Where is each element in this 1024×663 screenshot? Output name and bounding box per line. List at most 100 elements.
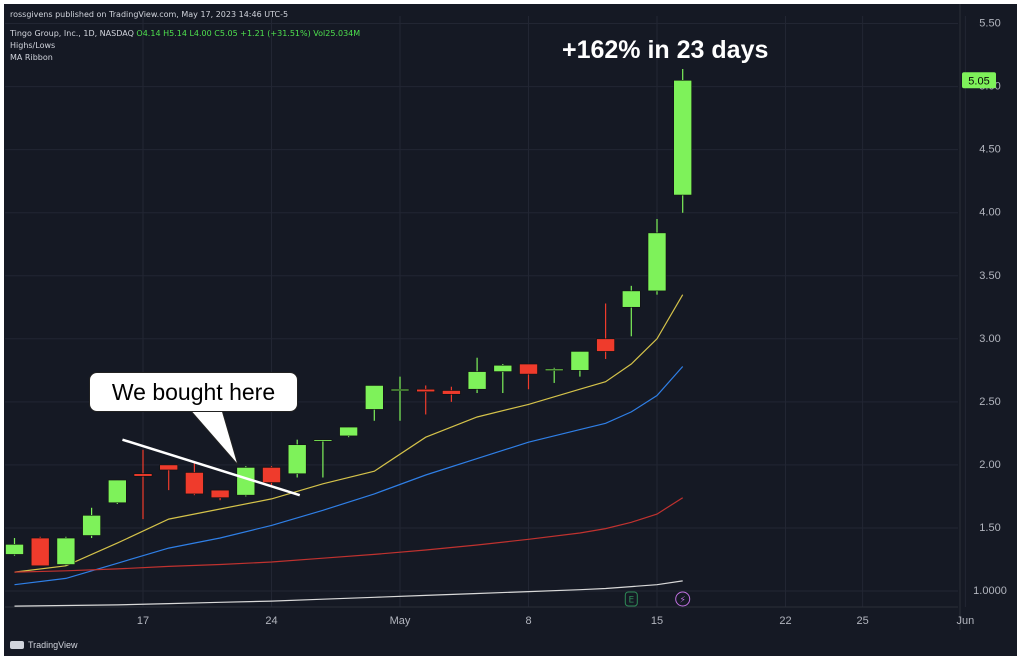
candle (210, 489, 230, 501)
x-tick-label: May (390, 615, 411, 627)
symbol-line: Tingo Group, Inc., 1D, NASDAQ (10, 29, 134, 38)
candle (493, 364, 513, 394)
brand-label: TradingView (28, 640, 78, 650)
x-tick-label: 24 (265, 615, 277, 627)
candle-body (673, 79, 693, 196)
candle-body (159, 464, 178, 471)
ohlc-low: L4.00 (189, 29, 212, 38)
candle-body (30, 537, 50, 567)
candle-body (185, 472, 204, 495)
candle-body (596, 338, 615, 352)
candle (287, 439, 307, 478)
ohlc-open: O4.14 (136, 29, 161, 38)
candles (5, 68, 693, 567)
ohlc-volume: Vol25.034M (313, 29, 361, 38)
y-tick-label: 4.50 (979, 144, 1000, 156)
candle-body (82, 515, 101, 536)
earnings-label: E (628, 596, 634, 606)
candle (133, 449, 153, 520)
candle (108, 479, 127, 504)
ma-line-1 (14, 294, 684, 573)
last-price-value: 5.05 (968, 75, 989, 87)
ma-line-3 (14, 497, 684, 573)
candle (596, 303, 615, 359)
indicator-highs-lows[interactable]: Highs/Lows (10, 41, 56, 50)
candle-body (339, 426, 358, 437)
candle (5, 538, 24, 556)
candle (621, 285, 641, 337)
candle-body (133, 473, 153, 477)
candle (390, 376, 410, 421)
candle (262, 466, 281, 486)
publisher-line: rossgivens published on TradingView.com,… (10, 10, 289, 19)
ohlc-close: C5.05 (214, 29, 238, 38)
ohlc-change: +1.21 (+31.51%) (240, 29, 311, 38)
x-tick-label: Jun (957, 615, 975, 627)
callout-tail (188, 409, 239, 466)
gain-annotation: +162% in 23 days (562, 36, 769, 64)
y-axis: 1.00001.502.002.503.003.504.004.505.005.… (959, 4, 1007, 630)
candle-body (56, 537, 76, 565)
y-tick-label: 4.00 (979, 207, 1000, 219)
y-tick-label: 5.50 (979, 18, 1000, 30)
candle (570, 351, 590, 377)
x-tick-label: 17 (137, 615, 149, 627)
y-tick-label: 3.00 (979, 333, 1000, 345)
last-price-tag: 5.05 (962, 72, 996, 89)
flash-marker: ⚡ (675, 591, 691, 607)
y-tick-label: 3.50 (979, 270, 1000, 282)
x-tick-label: 25 (856, 615, 868, 627)
candle-body (442, 390, 461, 395)
candle (82, 507, 101, 539)
candle-body (287, 444, 307, 475)
earnings-icon (624, 591, 638, 607)
callout-box: We bought here (89, 372, 298, 412)
last-price-bg (962, 72, 996, 89)
ma-line-4 (14, 580, 683, 607)
candle-body (5, 544, 24, 555)
grid-lines (5, 16, 966, 607)
earnings-marker: E (624, 591, 638, 607)
candle-body (544, 368, 564, 371)
candle (56, 536, 76, 566)
y-tick-label: 2.50 (979, 396, 1000, 408)
candle (185, 462, 204, 496)
candle-body (364, 385, 384, 410)
candle-body (570, 351, 590, 371)
candle (673, 68, 693, 213)
candle-body (493, 364, 513, 372)
y-tick-label: 2.00 (979, 459, 1000, 471)
candle-body (519, 363, 538, 375)
candle (467, 357, 487, 394)
trend-line (122, 438, 301, 497)
x-tick-label: 8 (525, 615, 531, 627)
candle-body (108, 479, 127, 504)
x-tick-label: 22 (779, 615, 791, 627)
candle-body (262, 467, 281, 483)
x-tick-label: 15 (651, 615, 663, 627)
candle-body (467, 371, 487, 390)
candle (159, 464, 178, 491)
ohlc-high: H5.14 (163, 29, 187, 38)
candle (416, 385, 436, 415)
y-tick-label: 1.50 (979, 522, 1000, 534)
candle-body (416, 388, 436, 393)
candle-body (210, 489, 230, 498)
candle (30, 536, 50, 567)
candle (519, 363, 538, 390)
candle-body (647, 232, 667, 292)
candle (339, 426, 358, 438)
candle (544, 367, 564, 383)
candle (647, 219, 667, 295)
candle (442, 386, 461, 402)
ma-line-2 (14, 366, 684, 586)
candle-body (621, 290, 641, 308)
candle-body (313, 439, 333, 442)
candle (364, 385, 384, 421)
tradingview-logo-icon (10, 641, 24, 649)
flash-icon (675, 591, 691, 607)
tradingview-brand[interactable]: TradingView (10, 640, 78, 650)
indicator-ma-ribbon[interactable]: MA Ribbon (10, 53, 53, 62)
candle (313, 439, 333, 478)
